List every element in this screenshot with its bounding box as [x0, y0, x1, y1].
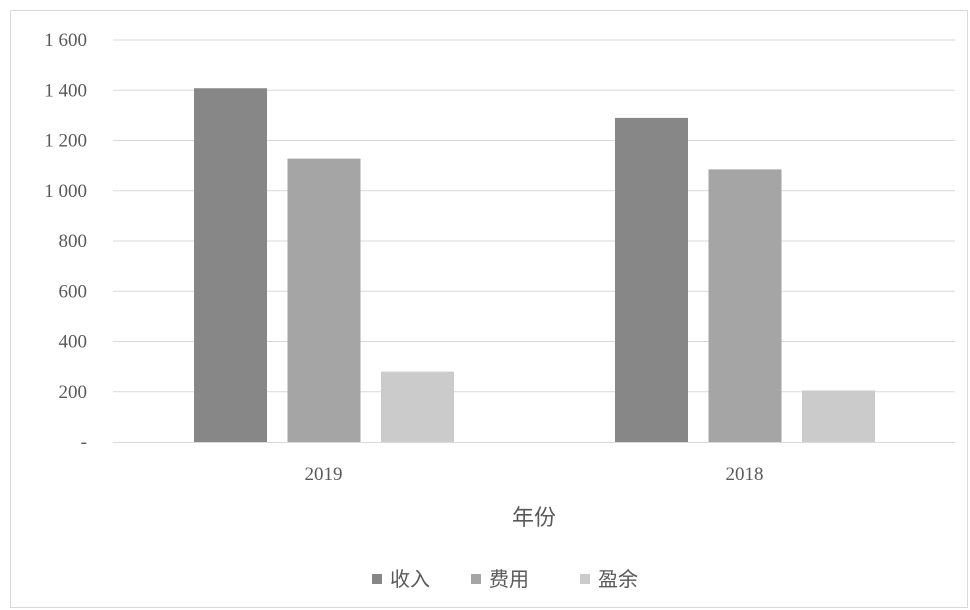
x-tick-label: 2018: [726, 464, 764, 485]
legend-swatch: [580, 574, 590, 584]
y-tick-label: 600: [59, 281, 88, 302]
y-tick-label: 1 600: [44, 30, 87, 51]
bar-2019-series-0: [194, 88, 267, 443]
y-tick-label: 200: [59, 382, 88, 403]
bar-2019-series-1: [287, 158, 361, 442]
y-tick-label: 1 200: [44, 131, 87, 152]
bar-2019-series-2: [381, 371, 454, 442]
bars: [194, 88, 875, 443]
y-tick-label: 800: [59, 231, 88, 252]
legend-swatch: [372, 574, 382, 584]
chart-frame: [10, 10, 968, 608]
y-tick-label: -: [81, 432, 87, 453]
x-axis-tick-labels: 2019 2018: [305, 464, 764, 485]
x-tick-label: 2019: [305, 464, 343, 485]
x-axis-title: 年份: [512, 506, 556, 531]
y-tick-label: 400: [59, 332, 88, 353]
bar-2018-series-2: [802, 390, 875, 442]
y-tick-label: 1 400: [44, 80, 87, 101]
legend: 收入 费用 盈余: [372, 567, 638, 591]
legend-label: 收入: [390, 567, 430, 591]
bar-2018-series-0: [615, 117, 688, 442]
legend-swatch: [471, 574, 481, 584]
legend-label: 费用: [489, 567, 529, 591]
legend-label: 盈余: [598, 567, 638, 591]
y-tick-label: 1 000: [44, 181, 87, 202]
y-axis-tick-labels: - 200 400 600 800 1 000 1 200 1 400 1 600: [44, 30, 87, 453]
bar-2018-series-1: [708, 169, 782, 443]
